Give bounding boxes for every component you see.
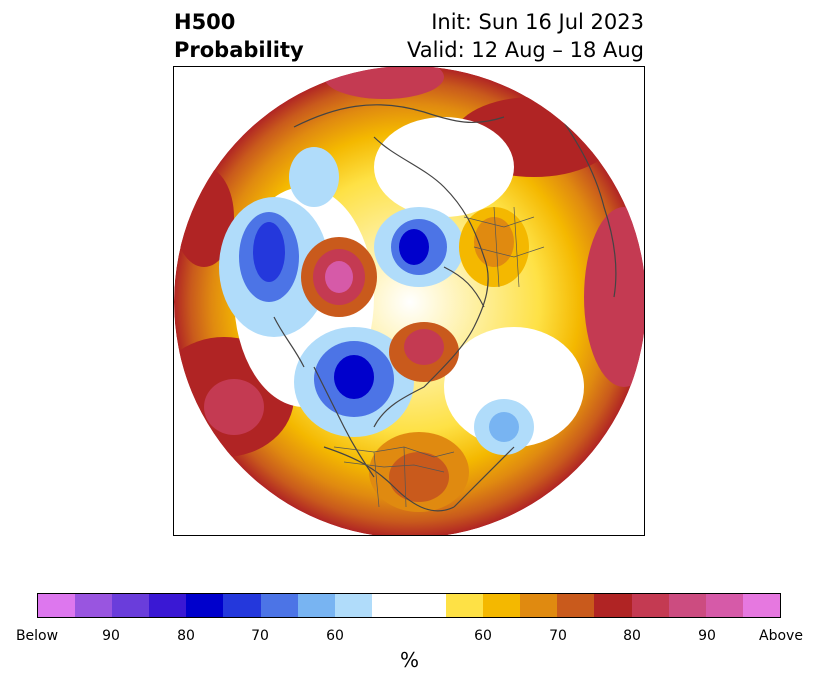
- colorbar-segment: [446, 594, 484, 617]
- colorbar-segment: [75, 594, 113, 617]
- warm-anomaly-patch: [389, 452, 449, 502]
- colorbar-segment: [260, 594, 298, 617]
- colorbar-unit: %: [399, 648, 419, 672]
- colorbar-tick: 60: [326, 628, 344, 644]
- colorbar-tick: 70: [251, 628, 269, 644]
- chart-title-right: Init: Sun 16 Jul 2023 Valid: 12 Aug – 18…: [407, 8, 644, 64]
- cold-anomaly-patch: [253, 222, 285, 282]
- colorbar-segment: [112, 594, 150, 617]
- colorbar: [37, 593, 781, 618]
- colorbar-segment: [668, 594, 706, 617]
- colorbar-segment: [742, 594, 780, 617]
- coastlines: [273, 104, 617, 512]
- warm-anomaly-patch: [584, 207, 644, 387]
- colorbar-segment: [186, 594, 224, 617]
- political-borders: [333, 206, 545, 508]
- colorbar-tick: 80: [177, 628, 195, 644]
- probability-map-svg: [174, 67, 644, 535]
- warm-anomaly-patch: [204, 379, 264, 435]
- warm-anomaly-patch: [404, 329, 444, 365]
- title-variable: H500: [174, 10, 236, 34]
- colorbar-tick: 60: [474, 628, 492, 644]
- colorbar-tick: 90: [698, 628, 716, 644]
- chart-title-left: H500 Probability: [174, 8, 304, 64]
- colorbar-tick: 70: [549, 628, 567, 644]
- colorbar-segment: [334, 594, 372, 617]
- neutral-zone: [374, 117, 514, 217]
- colorbar-tick: 90: [102, 628, 120, 644]
- colorbar-segment: [38, 594, 76, 617]
- colorbar-segment: [594, 594, 632, 617]
- colorbar-tick: Above: [759, 628, 803, 644]
- colorbar-segment: [149, 594, 187, 617]
- colorbar-tick: Below: [15, 628, 59, 644]
- warm-anomaly-patch: [325, 261, 353, 293]
- polar-map: [173, 66, 645, 536]
- colorbar-segment: [297, 594, 335, 617]
- warm-anomaly-patch: [324, 67, 444, 99]
- cold-anomaly-patch: [489, 412, 519, 442]
- cold-anomaly-patch: [334, 355, 374, 399]
- colorbar-tick: 80: [623, 628, 641, 644]
- cold-anomaly-patch: [399, 229, 429, 265]
- colorbar-segment: [557, 594, 595, 617]
- valid-range: Valid: 12 Aug – 18 Aug: [406, 38, 644, 62]
- init-date: Init: Sun 16 Jul 2023: [431, 10, 644, 34]
- colorbar-ticks: Below 90 80 70 60 60 70 80 90 Above: [0, 628, 819, 648]
- colorbar-segment: [371, 594, 447, 617]
- cold-anomaly-patch: [289, 147, 339, 207]
- colorbar-segment: [483, 594, 521, 617]
- colorbar-segment: [631, 594, 669, 617]
- colorbar-segment: [705, 594, 743, 617]
- title-product: Probability: [174, 38, 304, 62]
- colorbar-segment: [223, 594, 261, 617]
- colorbar-segment: [520, 594, 558, 617]
